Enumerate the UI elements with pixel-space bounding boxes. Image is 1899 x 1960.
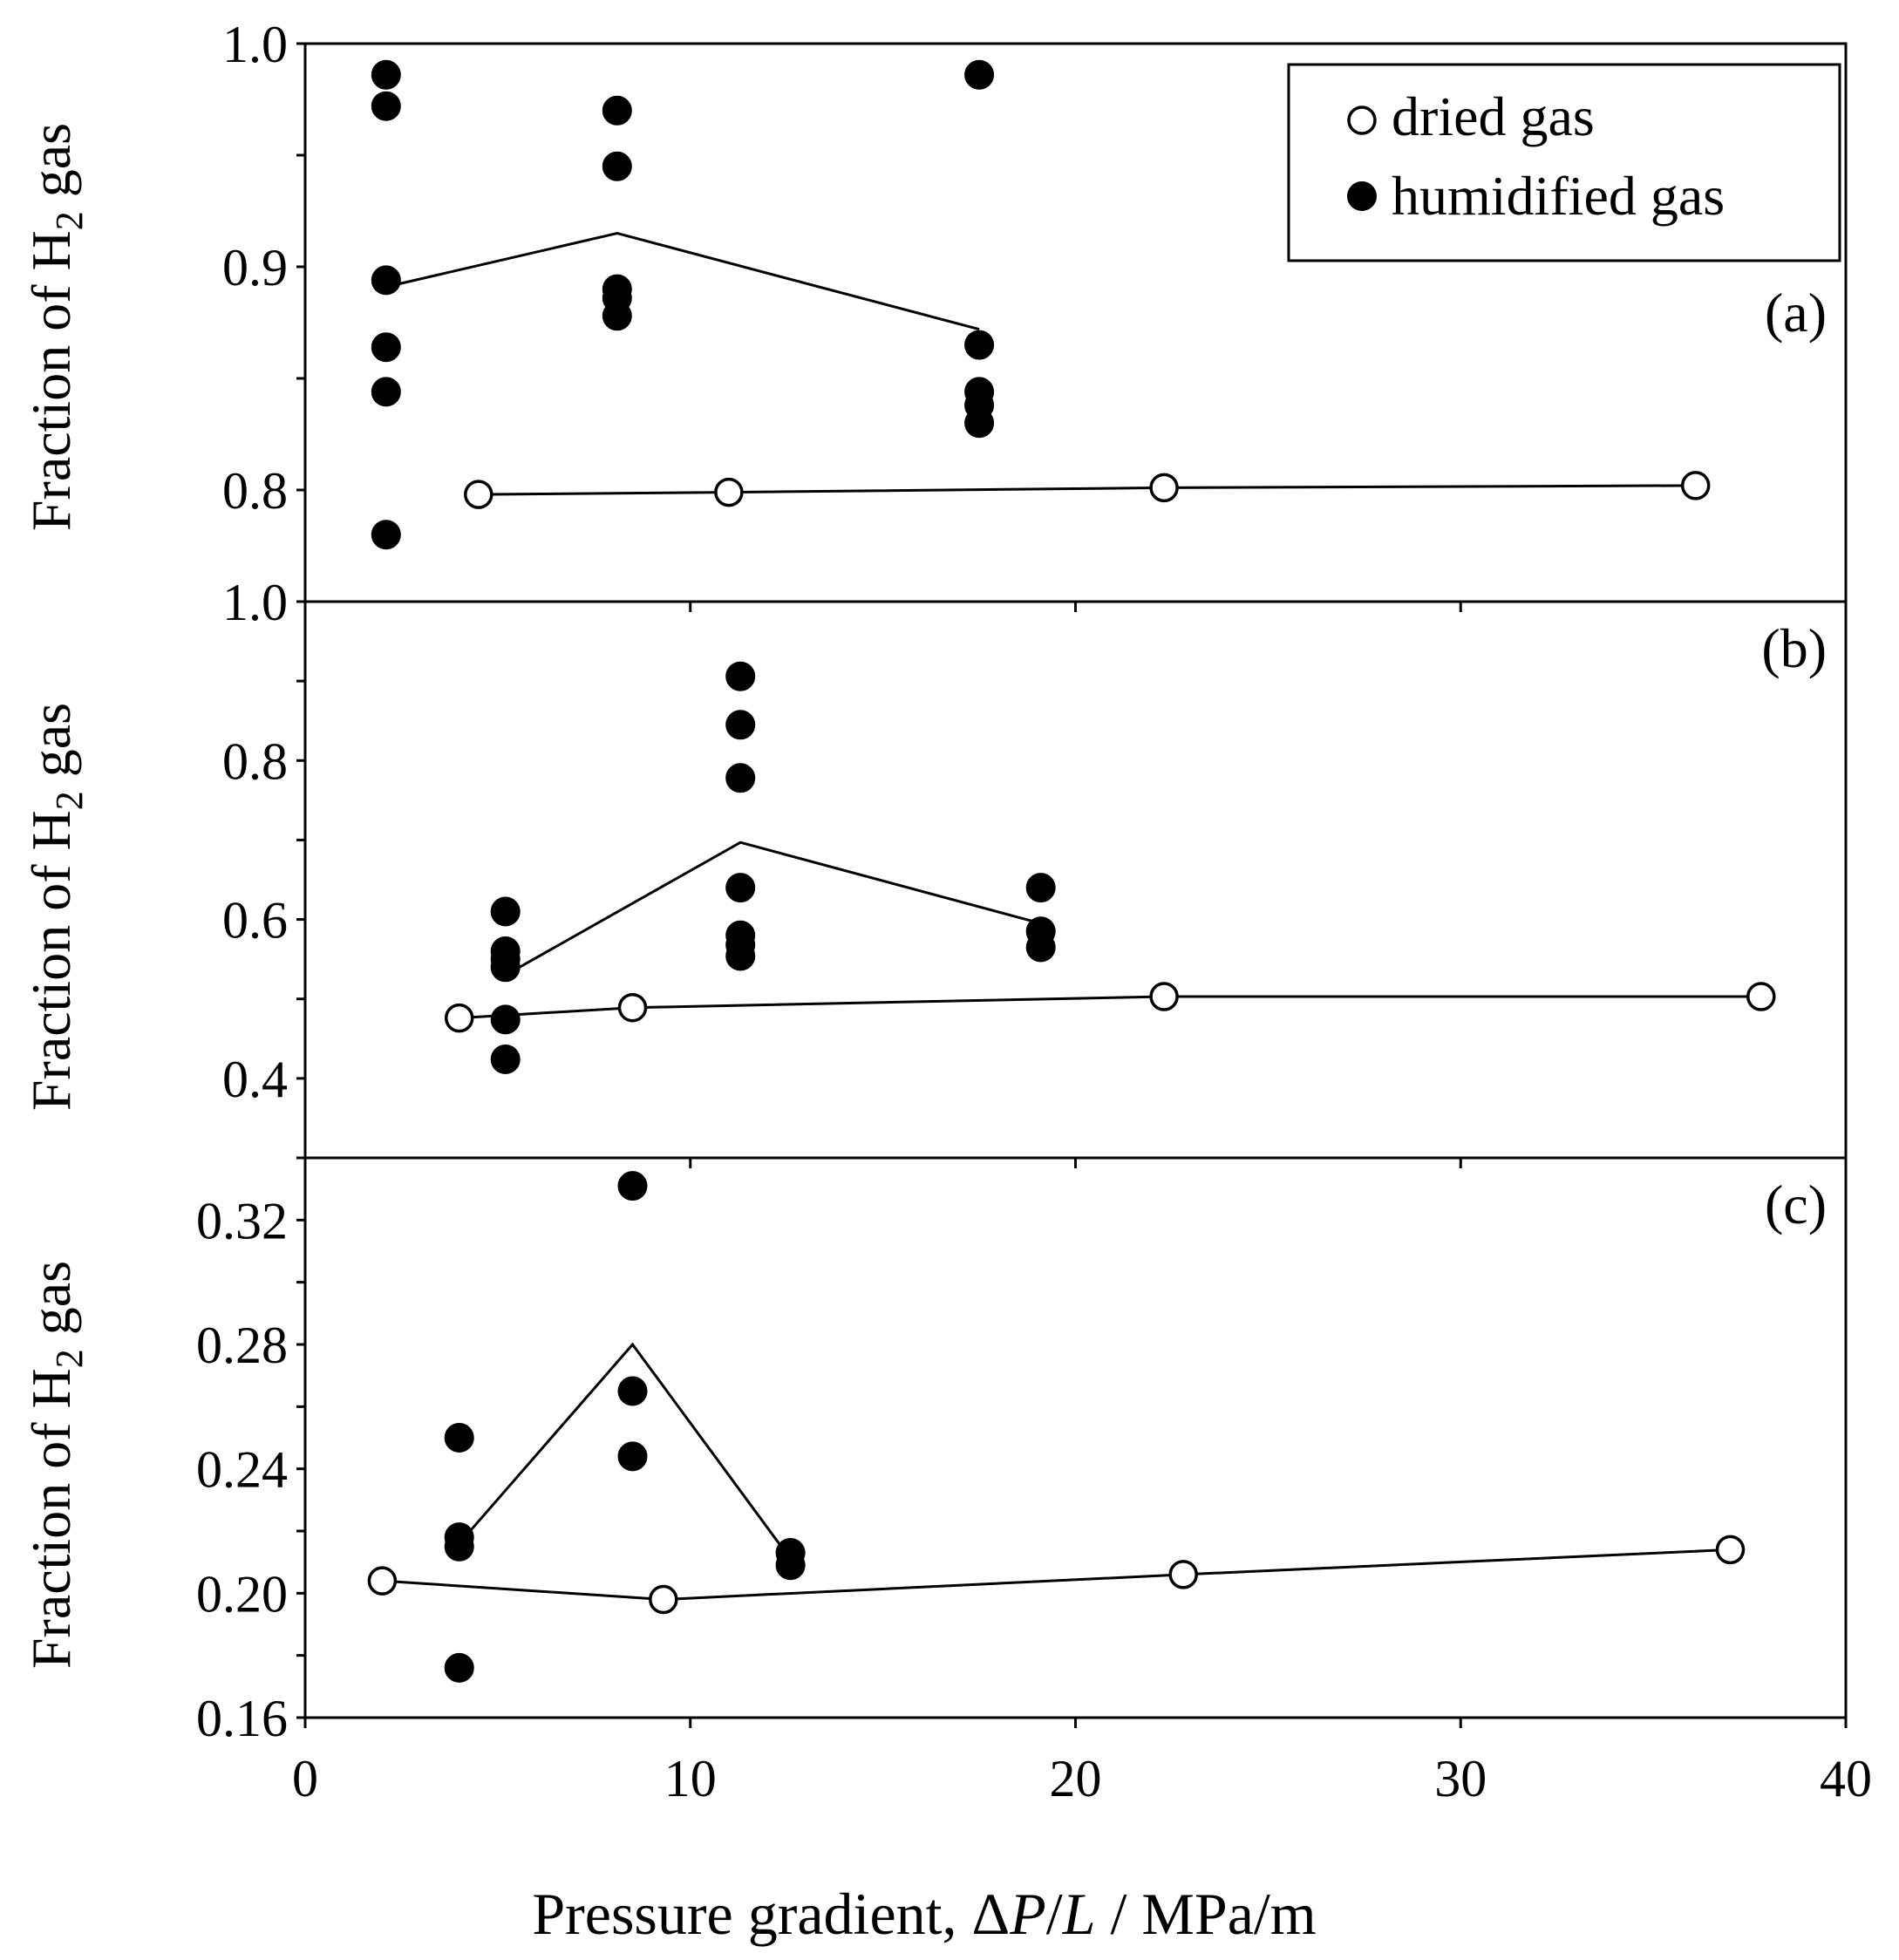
data-point-humidified-c-6 bbox=[617, 1441, 648, 1472]
panel-label-b: (b) bbox=[1761, 617, 1827, 679]
data-point-humidified-c-2 bbox=[444, 1531, 474, 1562]
data-point-humidified-b-8 bbox=[725, 763, 756, 793]
data-point-humidified-c-4 bbox=[617, 1171, 648, 1201]
data-point-humidified-a-1 bbox=[371, 91, 401, 121]
data-point-humidified-a-11 bbox=[964, 59, 995, 90]
x-tick-label-c-3: 30 bbox=[1434, 1750, 1487, 1807]
data-point-humidified-a-10 bbox=[602, 301, 632, 331]
y-tick-label-a-0: 0.8 bbox=[222, 462, 288, 520]
data-point-humidified-b-5 bbox=[490, 1045, 521, 1074]
data-point-humidified-a-6 bbox=[602, 95, 632, 126]
data-point-dried-a-3 bbox=[1680, 471, 1711, 500]
x-tick-label-c-1: 10 bbox=[664, 1750, 717, 1807]
plot-frame-c bbox=[303, 1156, 1848, 1719]
data-point-dried-b-0 bbox=[444, 1003, 474, 1033]
data-point-humidified-b-6 bbox=[725, 661, 756, 691]
data-point-humidified-a-0 bbox=[371, 59, 401, 90]
data-point-humidified-c-8 bbox=[775, 1550, 806, 1581]
panel-c: 0.16 0.20 0.24 0.28 0.32 0 10 20 30 40 (c) bbox=[196, 1156, 1872, 1807]
data-point-dried-a-1 bbox=[714, 477, 744, 507]
data-point-dried-c-3 bbox=[1715, 1535, 1746, 1565]
data-point-dried-b-1 bbox=[617, 992, 648, 1023]
y-tick-label-a-1: 0.9 bbox=[222, 239, 288, 296]
data-point-dried-c-0 bbox=[367, 1566, 398, 1596]
series-line-dried-a bbox=[478, 484, 1696, 496]
x-axis-label: Pressure gradient, ΔP/L / MPa/m bbox=[532, 1881, 1316, 1947]
legend-box bbox=[1287, 63, 1841, 262]
x-tick-label-c-0: 0 bbox=[292, 1750, 318, 1807]
data-point-dried-a-2 bbox=[1149, 473, 1179, 503]
y-tick-label-b-2: 0.8 bbox=[222, 732, 288, 790]
data-point-humidified-a-4 bbox=[371, 377, 401, 407]
y-tick-label-b-3: 1.0 bbox=[222, 574, 288, 631]
legend-marker-humidified-gas bbox=[1347, 181, 1377, 211]
data-point-humidified-b-13 bbox=[1025, 873, 1056, 903]
data-point-humidified-c-0 bbox=[444, 1423, 474, 1453]
data-point-humidified-b-0 bbox=[490, 896, 521, 927]
series-line-humidified-a bbox=[385, 232, 980, 331]
data-point-humidified-b-3 bbox=[490, 952, 521, 983]
data-point-humidified-c-5 bbox=[617, 1376, 648, 1406]
y-tick-label-a-2: 1.0 bbox=[222, 16, 288, 73]
data-point-humidified-a-7 bbox=[602, 151, 632, 181]
data-point-humidified-c-3 bbox=[444, 1652, 474, 1683]
chart-panels: 0.80.91.0(a)0.40.60.81.0(b)0.160.200.240… bbox=[196, 16, 1872, 1807]
panel-label-c: (c) bbox=[1765, 1174, 1827, 1235]
series-line-dried-c bbox=[382, 1548, 1731, 1602]
data-point-humidified-b-7 bbox=[725, 710, 756, 740]
plot-frame-b bbox=[303, 600, 1848, 1160]
data-point-humidified-a-15 bbox=[964, 408, 995, 439]
y-axis-label-c: Fraction of H2 gas bbox=[20, 1261, 91, 1669]
series-line-dried-b bbox=[459, 995, 1761, 1020]
data-point-humidified-a-2 bbox=[371, 265, 401, 296]
y-tick-label-c-2: 0.24 bbox=[196, 1441, 288, 1499]
data-point-dried-c-2 bbox=[1168, 1560, 1198, 1589]
data-point-humidified-a-12 bbox=[964, 330, 995, 360]
data-point-humidified-a-3 bbox=[371, 332, 401, 363]
data-point-dried-a-0 bbox=[464, 480, 493, 509]
legend: dried gas humidified gas bbox=[1287, 63, 1841, 262]
x-tick-label-c-4: 40 bbox=[1820, 1750, 1872, 1807]
data-point-humidified-b-9 bbox=[725, 873, 756, 903]
legend-label-humidified-gas: humidified gas bbox=[1392, 165, 1725, 227]
panel-b: 0.4 0.6 0.8 1.0 (b) bbox=[222, 574, 1848, 1168]
y-tick-label-b-1: 0.6 bbox=[222, 892, 288, 949]
data-point-humidified-b-15 bbox=[1025, 932, 1056, 963]
data-point-humidified-b-12 bbox=[725, 941, 756, 971]
y-tick-label-c-3: 0.28 bbox=[196, 1317, 288, 1374]
legend-label-dried-gas: dried gas bbox=[1392, 85, 1595, 147]
data-point-humidified-a-5 bbox=[371, 520, 401, 550]
x-tick-label-c-2: 20 bbox=[1050, 1750, 1102, 1807]
y-tick-label-c-0: 0.16 bbox=[196, 1690, 288, 1747]
data-point-dried-c-1 bbox=[649, 1584, 678, 1615]
legend-marker-dried-gas bbox=[1347, 105, 1377, 135]
series-line-humidified-b bbox=[504, 840, 1042, 977]
y-tick-label-c-4: 0.32 bbox=[196, 1192, 288, 1249]
data-point-dried-b-3 bbox=[1746, 982, 1776, 1011]
series-line-humidified-c bbox=[458, 1342, 792, 1560]
y-axis-label-a: Fraction of H2 gas bbox=[20, 123, 91, 531]
data-point-dried-b-2 bbox=[1149, 982, 1179, 1011]
y-tick-label-b-0: 0.4 bbox=[222, 1051, 288, 1108]
panel-label-a: (a) bbox=[1765, 282, 1827, 344]
data-point-humidified-b-4 bbox=[490, 1004, 521, 1035]
y-axis-label-b: Fraction of H2 gas bbox=[20, 703, 91, 1111]
y-tick-label-c-1: 0.20 bbox=[196, 1565, 288, 1623]
panel-a: 0.8 0.9 1.0 (a) bbox=[222, 16, 1848, 612]
